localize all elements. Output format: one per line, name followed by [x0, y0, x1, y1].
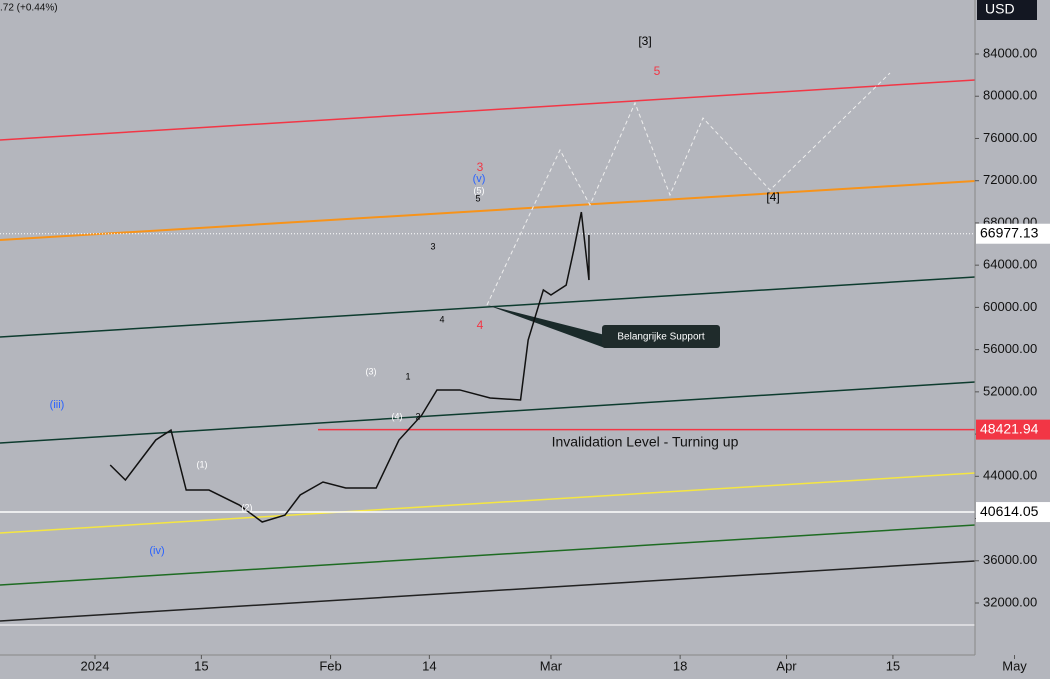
plot	[0, 211, 975, 523]
x-tick-label: Mar	[540, 658, 563, 673]
x-tick-label: May	[1002, 658, 1027, 673]
annotation: (5)	[474, 185, 485, 195]
y-tick-label: 84000.00	[983, 45, 1037, 60]
annotation: 4	[439, 314, 444, 324]
y-tick-label: 72000.00	[983, 172, 1037, 187]
y-tick-label: 44000.00	[983, 468, 1037, 483]
price-line-series	[109, 211, 590, 523]
y-tick-label: 76000.00	[983, 130, 1037, 145]
trend-line	[0, 79, 976, 141]
y-tick-label: 36000.00	[983, 552, 1037, 567]
annotation: (v)	[473, 173, 486, 185]
x-tick-label: 18	[673, 658, 687, 673]
y-tick-label: 60000.00	[983, 299, 1037, 314]
price-label-box	[976, 502, 1050, 523]
x-tick-label: 14	[422, 658, 436, 673]
y-axis-panel	[975, 0, 1050, 679]
trend-line	[0, 381, 976, 444]
callout-arrow	[487, 305, 605, 348]
price-label-box	[976, 223, 1050, 244]
annotation: 2	[415, 411, 420, 421]
x-tick-label: 15	[194, 658, 208, 673]
trend-line	[0, 560, 976, 622]
annotation: 5	[654, 64, 661, 78]
y-tick-label: 52000.00	[983, 383, 1037, 398]
annotation: (iii)	[50, 399, 65, 411]
annotation: Invalidation Level - Turning up	[552, 434, 739, 450]
annotation: 5	[475, 193, 480, 203]
trend-line	[0, 524, 976, 586]
annotation: (iv)	[149, 545, 164, 557]
price-label: 66977.13	[980, 224, 1039, 240]
currency-box	[977, 0, 1037, 20]
annotation: (3)	[366, 366, 377, 376]
callout-text: Belangrijke Support	[617, 332, 704, 343]
annotation: 3	[430, 241, 435, 251]
trend-lines	[0, 72, 976, 626]
trend-line	[0, 472, 976, 534]
x-tick-label: 2024	[81, 658, 110, 673]
axes: 32000.0036000.0040000.0044000.0048000.00…	[81, 45, 1050, 673]
price-label: 48421.94	[980, 420, 1039, 436]
callout-box	[602, 325, 720, 348]
trend-line	[0, 180, 976, 241]
y-tick-label: 56000.00	[983, 341, 1037, 356]
price-label: 40614.05	[980, 503, 1039, 519]
annotation: 4	[477, 318, 484, 332]
y-tick-label: 32000.00	[983, 594, 1037, 609]
annotation: (2)	[242, 502, 253, 512]
y-tick-label: 80000.00	[983, 88, 1037, 103]
annotation: [3]	[638, 34, 651, 48]
x-tick-label: 15	[886, 658, 900, 673]
trend-line	[0, 276, 976, 338]
annotation: 1	[405, 371, 410, 381]
annotation: 3	[477, 160, 484, 174]
y-tick-label: 64000.00	[983, 257, 1037, 272]
projection	[486, 72, 891, 306]
price-label-box	[976, 419, 1050, 440]
annotation: (4)	[392, 411, 403, 421]
annotations: [3] 5 3 (v) (5) 5 3 4 4 (3) 1 (4) 2 (iii…	[50, 34, 780, 557]
currency: USD	[985, 1, 1015, 17]
x-tick-label: Feb	[319, 658, 341, 673]
header: .72 (+0.44%)	[0, 3, 58, 14]
x-tick-label: Apr	[776, 658, 797, 673]
annotation: [4]	[766, 190, 779, 204]
annotation: (1)	[197, 459, 208, 469]
